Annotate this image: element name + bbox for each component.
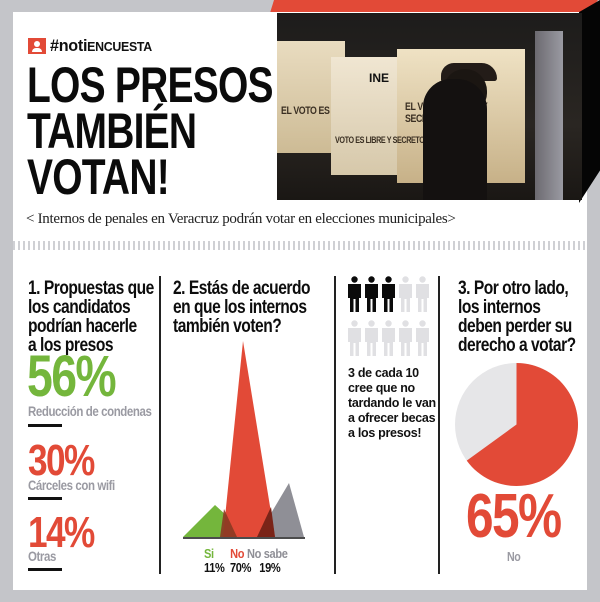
overlap-no-nosabe bbox=[257, 507, 275, 537]
title-line: en que los internos bbox=[173, 297, 307, 318]
person-icon bbox=[28, 38, 46, 54]
legend-no-sabe-value: 19% bbox=[259, 560, 281, 575]
title-line: los internos bbox=[458, 297, 541, 318]
column-divider bbox=[438, 276, 440, 574]
hashtag: #notiENCUESTA bbox=[28, 36, 157, 56]
booth-panel bbox=[535, 31, 563, 200]
triangle-chart bbox=[183, 341, 305, 539]
booth-text: VOTO ES LIBRE Y SECRETO bbox=[335, 135, 425, 145]
stat-label-otras: Otras bbox=[28, 548, 56, 564]
section2-title: 2. Estás de acuerdo en que los internos … bbox=[173, 279, 310, 336]
column-divider bbox=[334, 276, 336, 574]
booth-text: EL VOTO ES bbox=[281, 105, 330, 117]
title-line: deben perder su bbox=[458, 316, 572, 337]
person-icon-empty bbox=[364, 320, 379, 356]
person-silhouette bbox=[423, 79, 487, 200]
pie-label: No bbox=[507, 549, 521, 564]
person-icon-empty bbox=[415, 276, 430, 312]
ine-logo: INE bbox=[369, 71, 390, 85]
hashtag-suffix: ENCUESTA bbox=[87, 39, 152, 54]
pictogram-caption: 3 de cada 10 cree que no tardando le van… bbox=[348, 366, 436, 440]
title-line: a los presos bbox=[28, 335, 114, 356]
title-line: LOS PRESOS bbox=[27, 57, 274, 113]
person-icon-empty bbox=[415, 320, 430, 356]
person-icon-empty bbox=[398, 276, 413, 312]
title-line: TAMBIÉN bbox=[27, 103, 197, 159]
pie-value: 65% bbox=[466, 482, 562, 551]
title-line: 2. Estás de acuerdo bbox=[173, 278, 311, 299]
short-rule bbox=[28, 568, 62, 571]
legend-si: Si bbox=[204, 546, 214, 561]
stat-value-wifi: 30% bbox=[28, 436, 95, 485]
stat-value-reduccion: 56% bbox=[27, 344, 117, 409]
voting-booth-photo: INE EL VOTO ES VOTO ES LIBRE Y SECRETO E… bbox=[277, 13, 582, 200]
pictogram bbox=[347, 276, 431, 364]
legend-no-value: 70% bbox=[229, 560, 252, 575]
subtitle: < Internos de penales en Veracruz podrán… bbox=[26, 211, 456, 227]
legend-si-value: 11% bbox=[204, 560, 225, 575]
person-icon-filled bbox=[364, 276, 379, 312]
short-rule bbox=[28, 424, 62, 427]
triangle-no bbox=[223, 341, 275, 537]
person-icon-empty bbox=[347, 320, 362, 356]
legend-no: No bbox=[230, 546, 245, 561]
person-icon-empty bbox=[398, 320, 413, 356]
title-line: los candidatos bbox=[28, 297, 131, 318]
title-line: derecho a votar? bbox=[458, 335, 576, 356]
title-line: 3. Por otro lado, bbox=[458, 278, 569, 299]
black-3d-side bbox=[579, 0, 600, 203]
person-icon-filled bbox=[381, 276, 396, 312]
stat-value-otras: 14% bbox=[28, 508, 95, 557]
column-divider bbox=[159, 276, 161, 574]
stat-label-reduccion: Reducción de condenas bbox=[28, 403, 152, 419]
person-icon-filled bbox=[347, 276, 362, 312]
stat-label-wifi: Cárceles con wifi bbox=[28, 477, 115, 493]
legend-no-sabe: No sabe bbox=[246, 546, 288, 561]
red-top-band bbox=[270, 0, 598, 13]
person-icon-empty bbox=[381, 320, 396, 356]
legend-labels: Si No No sabe bbox=[204, 546, 288, 561]
page-title: LOS PRESOS TAMBIÉN VOTAN! bbox=[27, 57, 287, 205]
dashed-divider bbox=[13, 241, 587, 250]
booth-panel bbox=[331, 57, 397, 175]
title-line: también voten? bbox=[173, 316, 282, 337]
pie-slice-no bbox=[466, 363, 578, 486]
title-line: podrían hacerle bbox=[28, 316, 137, 337]
title-line: VOTAN! bbox=[27, 149, 170, 205]
section1-title: 1. Propuestas que los candidatos podrían… bbox=[28, 279, 154, 355]
hashtag-prefix: #noti bbox=[50, 36, 88, 55]
legend-values: 11% 70% 19% bbox=[204, 560, 281, 575]
short-rule bbox=[28, 497, 62, 500]
pie-chart bbox=[455, 363, 578, 486]
section3-title: 3. Por otro lado, los internos deben per… bbox=[458, 279, 576, 355]
hashtag-text: #notiENCUESTA bbox=[50, 36, 152, 56]
title-line: 1. Propuestas que bbox=[28, 278, 154, 299]
overlap-si-no bbox=[220, 509, 237, 537]
